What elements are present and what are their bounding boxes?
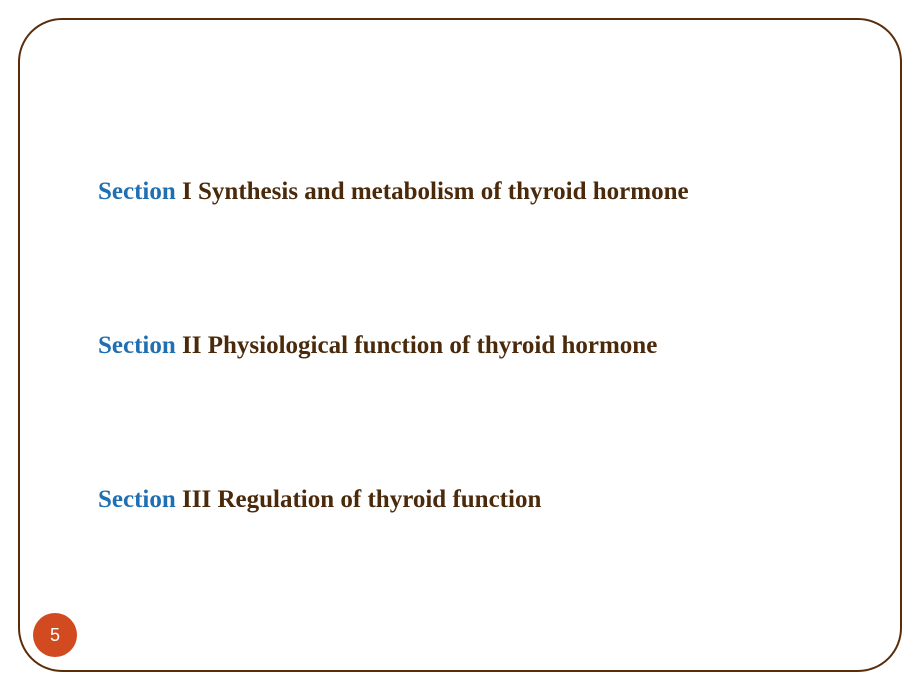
section-item: Section I Synthesis and metabolism of th… [98, 178, 860, 206]
section-title: I Synthesis and metabolism of thyroid ho… [176, 178, 689, 205]
sections-list: Section I Synthesis and metabolism of th… [98, 178, 860, 514]
section-label: Section [98, 332, 176, 359]
section-item: Section III Regulation of thyroid functi… [98, 486, 860, 514]
section-item: Section II Physiological function of thy… [98, 332, 860, 360]
section-title: III Regulation of thyroid function [176, 486, 542, 513]
page-number: 5 [50, 625, 60, 646]
section-label: Section [98, 486, 176, 513]
section-label: Section [98, 178, 176, 205]
page-number-badge: 5 [33, 613, 77, 657]
section-title: II Physiological function of thyroid hor… [176, 332, 658, 359]
